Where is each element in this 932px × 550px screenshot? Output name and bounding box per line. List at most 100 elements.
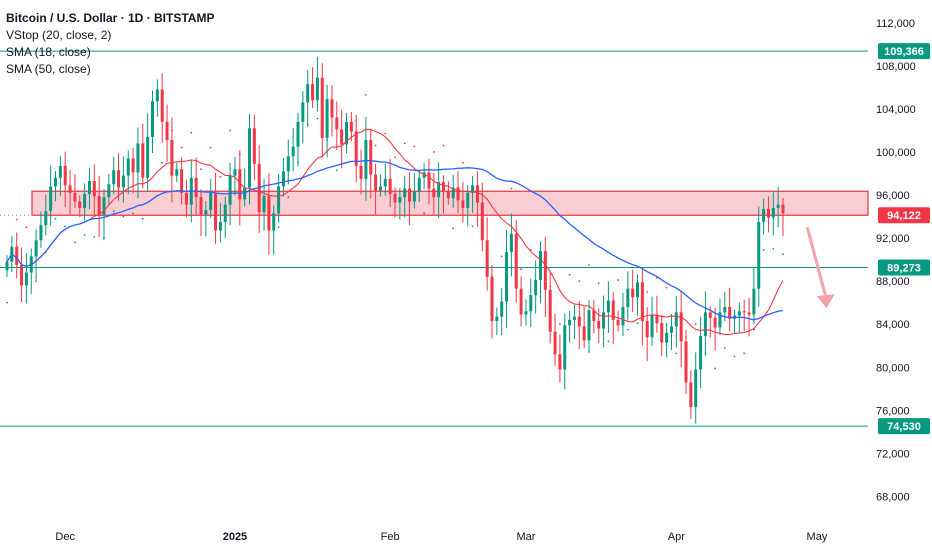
candle-body [592,310,596,321]
candle-body [49,186,53,212]
candle-body [471,185,475,193]
candle-body [73,192,77,202]
vstop-dot [209,146,212,149]
candle-body [325,99,329,138]
vstop-dot [704,352,707,355]
candle-body [204,210,208,215]
candle-body [68,185,72,193]
candle-body [747,312,751,315]
vstop-dot [471,225,474,228]
price-tick-label: 104,000 [876,104,916,116]
candle-body [587,310,591,341]
vstop-dot [306,124,309,126]
vstop-dot [44,251,47,253]
candle-body [160,89,164,122]
price-tick-label: 108,000 [876,61,916,73]
candle-body [180,169,184,193]
price-tick-label: 72,000 [876,448,910,460]
vstop-dot [103,237,105,239]
candle-body [291,146,295,157]
candle-body [446,190,450,199]
vstop-dot [219,175,222,178]
candle-body [262,196,266,213]
candle-body [781,204,785,214]
candle-body [422,172,426,178]
candle-body [577,316,581,327]
candle-body [572,316,576,320]
vstop-dot [74,241,76,244]
vstop-dot [161,161,164,164]
candle-body [408,188,412,202]
projection-arrowhead [816,294,835,309]
candle-body [272,213,276,231]
candle-body [267,196,271,231]
candle-body [708,312,712,318]
vstop-dot [520,268,522,271]
price-tick-label: 92,000 [876,233,910,245]
candle-body [480,202,484,241]
vstop-dot [568,273,571,276]
candle-body [437,182,441,198]
vstop-dot [452,227,455,230]
vstop-dot [675,352,678,355]
candle-body [398,197,402,203]
candle-body [490,276,494,321]
candle-body [359,165,363,179]
candle-body [417,177,421,192]
candle-body [349,121,353,132]
vstop-dot [297,161,299,164]
candle-body [87,181,91,194]
candle-body [311,84,315,101]
candle-body [233,169,237,176]
candle-body [151,101,154,137]
candle-body [611,300,615,320]
vstop-dot [723,346,726,349]
candle-body [606,300,610,313]
candle-body [529,295,533,312]
candle-body [281,171,285,187]
time-axis: Dec 2025 Feb Mar Apr May [55,531,827,543]
vstop-dot [549,285,552,288]
candle-body [645,320,649,338]
candle-body [102,197,106,216]
level-tag-0 [878,43,930,60]
candle-body [505,252,509,302]
vstop-dot [180,146,183,149]
price-tick-label: 96,000 [876,190,910,202]
candle-body [83,193,87,208]
candle-body [762,209,766,222]
price-tick-label: 100,000 [876,147,916,159]
candle-body [674,312,678,327]
vstop-dot [374,144,377,147]
candle-body [315,77,319,101]
price-tag [878,207,930,224]
price-tick-label: 68,000 [876,491,910,503]
candle-body [679,312,683,342]
candle-body [752,288,756,315]
candle-body [194,177,198,198]
vstop-dot [753,328,755,331]
candle-body [655,314,659,324]
candle-body [136,143,140,173]
price-tag-label: 94,122 [887,210,921,222]
vstop-dot [423,212,425,215]
candle-body [616,319,620,326]
candle-body [117,170,121,188]
candle-body [286,156,290,172]
candle-body [15,246,19,265]
candle-body [723,306,727,313]
vstop-dot [151,141,154,144]
vstop-dot [35,280,37,283]
candle-body [640,282,644,321]
candle-body [626,288,630,307]
candle-body [34,240,38,257]
candle-body [543,251,547,290]
candle-body [660,323,664,343]
candle-body [665,332,669,343]
vstop-dot [238,153,241,156]
vstop-dot [743,352,746,355]
candle-body [582,326,586,341]
legend-sma50: SMA (50, close) [6,62,91,76]
candle-body [223,204,227,222]
